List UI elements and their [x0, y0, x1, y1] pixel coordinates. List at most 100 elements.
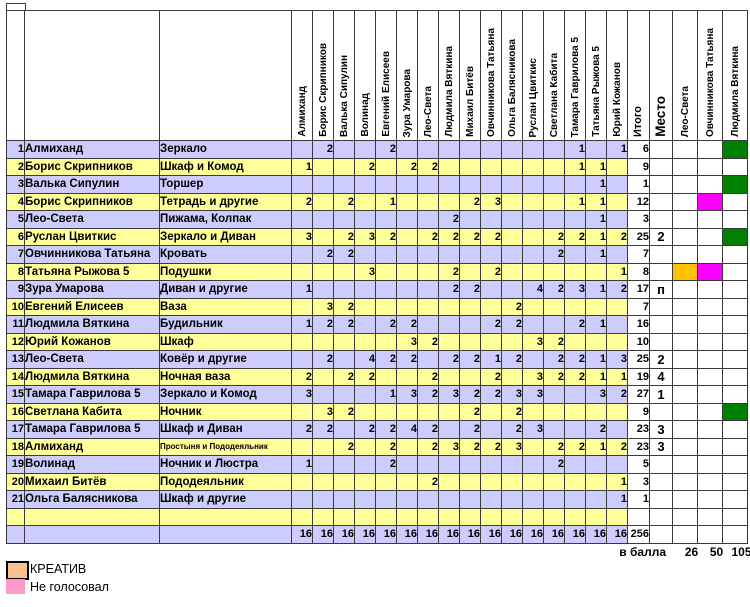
vote-cell[interactable] [459, 455, 481, 474]
vote-cell[interactable] [438, 157, 460, 176]
vote-cell[interactable]: 2 [501, 350, 523, 369]
marker-cell[interactable] [697, 455, 723, 474]
vote-cell[interactable] [375, 402, 397, 421]
place-cell[interactable]: 3 [649, 420, 673, 439]
author-cell[interactable]: Татьяна Рыжова 5 [24, 262, 160, 281]
vote-cell[interactable]: 4 [522, 280, 544, 299]
blank-cell[interactable] [522, 507, 544, 526]
marker-cell[interactable] [722, 420, 748, 439]
marker-cell[interactable] [672, 472, 698, 491]
total-header[interactable]: Итого [627, 10, 650, 141]
item-cell[interactable]: Подушки [159, 262, 292, 281]
vote-cell[interactable]: 2 [459, 420, 481, 439]
vote-cell[interactable] [312, 455, 334, 474]
row-number-cell[interactable]: 8 [6, 262, 25, 281]
vote-cell[interactable]: 2 [543, 280, 565, 299]
author-cell[interactable]: Руслан Цвиткис [24, 227, 160, 246]
vote-cell[interactable]: 3 [396, 385, 418, 404]
column-total-cell[interactable]: 16 [564, 525, 586, 544]
vote-cell[interactable] [459, 175, 481, 194]
vote-cell[interactable] [501, 367, 523, 386]
vote-cell[interactable] [438, 192, 460, 211]
vote-cell[interactable] [543, 402, 565, 421]
vote-cell[interactable] [417, 350, 439, 369]
vote-cell[interactable]: 2 [375, 455, 397, 474]
vote-cell[interactable]: 2 [480, 367, 502, 386]
column-total-cell[interactable]: 16 [606, 525, 628, 544]
vote-cell[interactable] [354, 402, 376, 421]
marker-cell[interactable] [722, 280, 748, 299]
vote-cell[interactable] [291, 472, 313, 491]
vote-cell[interactable]: 2 [417, 472, 439, 491]
blank-cell[interactable] [697, 507, 723, 526]
blank-cell[interactable] [585, 507, 607, 526]
blank-cell[interactable] [543, 507, 565, 526]
vote-cell[interactable] [417, 455, 439, 474]
vote-cell[interactable] [396, 455, 418, 474]
vote-cell[interactable] [543, 192, 565, 211]
blank-cell[interactable] [606, 507, 628, 526]
vote-cell[interactable] [501, 262, 523, 281]
totals-place-cell[interactable] [649, 525, 673, 544]
marker-cell[interactable] [722, 227, 748, 246]
vote-cell[interactable] [501, 280, 523, 299]
item-cell[interactable]: Шкаф [159, 332, 292, 351]
vote-cell[interactable]: 2 [375, 227, 397, 246]
blank-cell[interactable] [417, 507, 439, 526]
voter-header[interactable]: Тамара Гаврилова 5 [564, 10, 586, 141]
place-cell[interactable] [649, 262, 673, 281]
vote-cell[interactable] [333, 332, 355, 351]
vote-cell[interactable] [459, 332, 481, 351]
vote-cell[interactable] [333, 350, 355, 369]
marker-cell[interactable] [722, 472, 748, 491]
vote-cell[interactable] [585, 472, 607, 491]
marker-cell[interactable] [672, 157, 698, 176]
vote-cell[interactable] [438, 245, 460, 264]
vote-cell[interactable] [564, 402, 586, 421]
marker-cell[interactable] [697, 350, 723, 369]
vote-cell[interactable] [417, 140, 439, 159]
vote-cell[interactable] [543, 157, 565, 176]
column-total-cell[interactable]: 16 [438, 525, 460, 544]
vote-cell[interactable] [501, 227, 523, 246]
extra-voter-header[interactable]: Овчинникова Татьяна [697, 10, 723, 141]
vote-cell[interactable] [354, 175, 376, 194]
vote-cell[interactable] [585, 297, 607, 316]
vote-cell[interactable] [375, 210, 397, 229]
column-total-cell[interactable]: 16 [333, 525, 355, 544]
vote-cell[interactable] [501, 332, 523, 351]
marker-cell[interactable] [722, 402, 748, 421]
vote-cell[interactable]: 3 [606, 350, 628, 369]
row-number-cell[interactable]: 19 [6, 455, 25, 474]
vote-cell[interactable] [291, 297, 313, 316]
place-cell[interactable] [649, 490, 673, 509]
marker-cell[interactable] [672, 245, 698, 264]
vote-cell[interactable] [291, 402, 313, 421]
place-cell[interactable] [649, 140, 673, 159]
vote-cell[interactable] [480, 332, 502, 351]
vote-cell[interactable]: 2 [438, 210, 460, 229]
marker-cell[interactable] [722, 210, 748, 229]
marker-cell[interactable] [697, 157, 723, 176]
vote-cell[interactable] [480, 420, 502, 439]
vote-cell[interactable]: 1 [606, 140, 628, 159]
marker-cell[interactable] [672, 140, 698, 159]
column-total-cell[interactable]: 16 [585, 525, 607, 544]
vote-cell[interactable] [312, 210, 334, 229]
voter-header[interactable]: Татьяна Рыжова 5 [585, 10, 607, 141]
vote-cell[interactable] [522, 140, 544, 159]
marker-cell[interactable] [697, 210, 723, 229]
item-cell[interactable]: Зеркало и Диван [159, 227, 292, 246]
vote-cell[interactable]: 2 [459, 280, 481, 299]
column-total-cell[interactable]: 16 [459, 525, 481, 544]
author-cell[interactable]: Тамара Гаврилова 5 [24, 385, 160, 404]
marker-cell[interactable] [697, 420, 723, 439]
vote-cell[interactable]: 2 [501, 402, 523, 421]
vote-cell[interactable]: 2 [564, 227, 586, 246]
vote-cell[interactable] [543, 175, 565, 194]
row-number-cell[interactable]: 9 [6, 280, 25, 299]
row-number-cell[interactable]: 17 [6, 420, 25, 439]
place-cell[interactable]: 1 [649, 385, 673, 404]
marker-cell[interactable] [722, 140, 748, 159]
author-cell[interactable]: Тамара Гаврилова 5 [24, 420, 160, 439]
